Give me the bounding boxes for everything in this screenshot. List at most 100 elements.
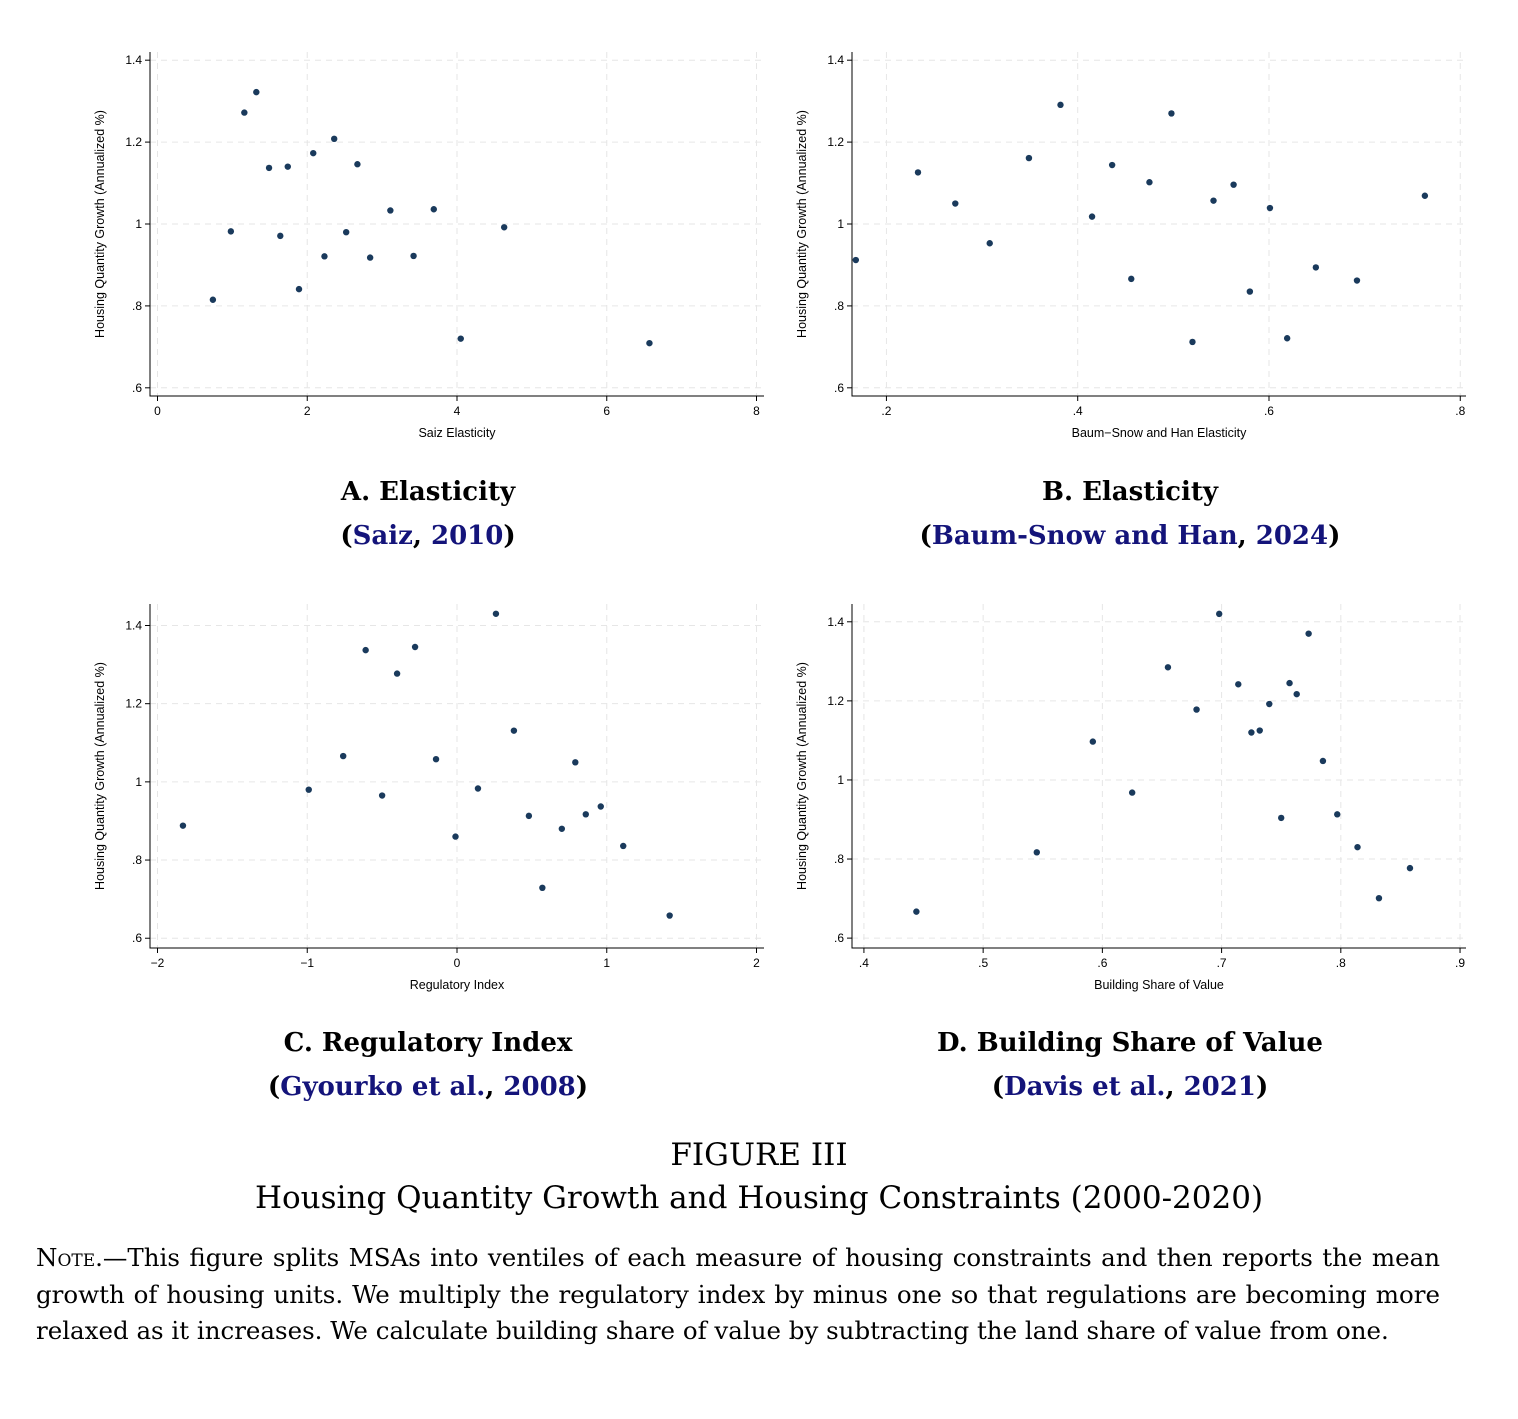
- scatter-point-d-6: [1216, 610, 1223, 618]
- x-tick-label-b-1: .4: [1073, 404, 1083, 418]
- citation-year-link-c[interactable]: 2008: [503, 1072, 576, 1102]
- scatter-point-c-8: [452, 833, 459, 840]
- panel-citation-b: (Baum-Snow and Han, 2024): [919, 521, 1341, 551]
- panel-heading-a: A. Elasticity: [340, 477, 516, 507]
- scatter-point-b-17: [1312, 264, 1320, 271]
- scatter-point-d-4: [1164, 664, 1172, 671]
- scatter-point-a-6: [284, 163, 291, 170]
- panel-heading-b: B. Elasticity: [1042, 477, 1218, 507]
- figure-caption: Housing Quantity Growth and Housing Cons…: [254, 1180, 1264, 1216]
- scatter-point-a-10: [331, 135, 338, 143]
- scatter-point-b-18: [1353, 277, 1361, 284]
- scatter-point-b-3: [986, 240, 993, 247]
- panel-title-a: A. Elasticity (Saiz, 2010): [78, 470, 778, 558]
- scatter-chart-d: .6 .8 1 1.2 1.4 .4 .5 .6 .7 .8 .9 Building Share of…: [795, 604, 1466, 992]
- scatter-point-d-10: [1266, 700, 1273, 708]
- x-tick-label-d-2: .6: [1097, 956, 1107, 970]
- scatter-point-d-7: [1235, 681, 1242, 688]
- x-tick-label-a-0: 0: [154, 404, 161, 418]
- y-tick-label-d-1: .8: [834, 852, 844, 866]
- scatter-point-d-5: [1193, 706, 1200, 713]
- y-tick-label-c-3: 1.2: [125, 697, 142, 711]
- x-tick-label-b-3: .8: [1455, 404, 1465, 418]
- x-tick-label-c-1: −1: [300, 956, 314, 970]
- citation-link-b[interactable]: Baum-Snow and Han: [931, 521, 1238, 551]
- x-tick-label-c-3: 1: [603, 956, 610, 970]
- citation-year-link-b[interactable]: 2024: [1255, 521, 1329, 551]
- scatter-point-a-3: [253, 88, 260, 96]
- scatter-point-c-5: [393, 670, 401, 677]
- scatter-point-a-19: [646, 339, 653, 347]
- scatter-point-b-11: [1189, 338, 1196, 346]
- y-tick-label-c-0: .6: [132, 931, 142, 945]
- x-tick-label-d-0: .4: [859, 956, 869, 970]
- x-axis-label-d: Building Share of Value: [1094, 978, 1224, 992]
- y-axis-label-b: Housing Quantity Growth (Annualized %): [795, 110, 809, 338]
- y-tick-label-a-3: 1.2: [125, 135, 142, 149]
- scatter-point-d-11: [1278, 814, 1285, 822]
- scatter-chart-c: .6 .8 1 1.2 1.4 −2 −1 0 1 2 Regulatory Index Housin…: [93, 604, 764, 992]
- scatter-point-d-19: [1406, 864, 1414, 872]
- y-tick-label-a-4: 1.4: [125, 53, 142, 67]
- scatter-point-a-12: [354, 161, 361, 168]
- citation-link-c[interactable]: Gyourko et al.: [280, 1072, 486, 1102]
- scatter-point-c-19: [666, 912, 673, 919]
- scatter-point-c-9: [474, 785, 482, 792]
- scatter-point-a-5: [277, 232, 284, 240]
- scatter-point-d-9: [1256, 727, 1263, 734]
- panel-c: .6 .8 1 1.2 1.4 −2 −1 0 1 2 Regulatory Index Housin…: [0, 0, 764, 1000]
- scatter-point-c-12: [525, 812, 533, 820]
- scatter-point-b-7: [1108, 161, 1116, 169]
- scatter-point-a-2: [241, 109, 248, 116]
- scatter-point-c-16: [582, 811, 589, 818]
- scatter-point-a-16: [430, 206, 437, 213]
- y-axis-label-c: Housing Quantity Growth (Annualized %): [93, 662, 107, 890]
- x-axis-label-b: Baum−Snow and Han Elasticity: [1072, 426, 1247, 440]
- citation-link-d[interactable]: Davis et al.: [1004, 1072, 1166, 1102]
- scatter-point-c-0: [179, 822, 187, 829]
- scatter-point-d-0: [913, 908, 920, 915]
- y-tick-label-d-4: 1.4: [827, 615, 844, 629]
- x-tick-label-a-4: 8: [753, 404, 760, 418]
- citation-link-a[interactable]: Saiz: [352, 521, 413, 551]
- x-axis-label-a: Saiz Elasticity: [418, 426, 496, 440]
- scatter-point-a-13: [366, 254, 374, 261]
- panel-heading-c: C. Regulatory Index: [283, 1028, 573, 1058]
- scatter-point-c-17: [597, 803, 604, 810]
- scatter-point-a-7: [295, 285, 303, 293]
- scatter-point-c-15: [572, 759, 579, 766]
- scatter-point-a-9: [321, 253, 328, 260]
- y-tick-label-b-3: 1.2: [827, 135, 844, 149]
- scatter-point-b-14: [1246, 288, 1254, 295]
- scatter-point-a-1: [227, 228, 235, 235]
- scatter-point-b-16: [1283, 335, 1291, 342]
- x-tick-label-a-3: 6: [603, 404, 610, 418]
- scatter-point-d-2: [1089, 738, 1097, 745]
- x-tick-label-b-0: .2: [881, 404, 891, 418]
- x-tick-label-c-0: −2: [151, 956, 165, 970]
- x-tick-label-d-3: .7: [1217, 956, 1227, 970]
- scatter-point-d-12: [1286, 679, 1293, 687]
- y-axis-label-d: Housing Quantity Growth (Annualized %): [795, 662, 809, 890]
- scatter-point-b-0: [852, 256, 860, 264]
- citation-year-link-a[interactable]: 2010: [431, 521, 504, 551]
- x-tick-label-d-1: .5: [978, 956, 988, 970]
- panel-title-d: D. Building Share of Value (Davis et al.…: [780, 1021, 1480, 1109]
- scatter-point-d-3: [1128, 789, 1136, 796]
- scatter-point-d-15: [1319, 757, 1327, 765]
- x-tick-label-d-4: .8: [1336, 956, 1346, 970]
- scatter-point-a-8: [310, 149, 317, 157]
- scatter-point-d-16: [1334, 811, 1341, 818]
- scatter-chart-a: .6 .8 1 1.2 1.4 0 2 4 6 8 Saiz Elasticity Housing Q…: [93, 52, 764, 440]
- citation-year-link-d[interactable]: 2021: [1183, 1072, 1256, 1102]
- scatter-point-d-13: [1293, 690, 1300, 698]
- y-tick-label-d-0: .6: [834, 931, 844, 945]
- y-axis-label-a: Housing Quantity Growth (Annualized %): [93, 110, 107, 338]
- scatter-point-b-5: [1057, 101, 1064, 109]
- scatter-point-c-1: [305, 786, 312, 793]
- y-tick-label-b-1: .8: [834, 299, 844, 313]
- panel-title-b: B. Elasticity (Baum-Snow and Han, 2024): [780, 470, 1480, 558]
- scatter-point-c-7: [432, 755, 440, 763]
- panel-citation-a: (Saiz, 2010): [340, 521, 516, 551]
- panel-heading-d: D. Building Share of Value: [937, 1028, 1323, 1058]
